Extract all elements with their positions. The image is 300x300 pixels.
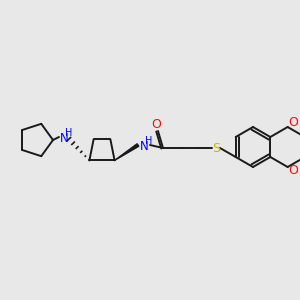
Text: H: H [65,128,73,138]
Text: N: N [60,131,68,145]
Text: N: N [140,140,148,152]
Text: S: S [212,142,220,154]
Text: O: O [289,116,298,130]
Text: O: O [289,164,298,178]
Polygon shape [115,144,139,160]
Text: H: H [145,136,153,146]
Text: O: O [151,118,161,130]
